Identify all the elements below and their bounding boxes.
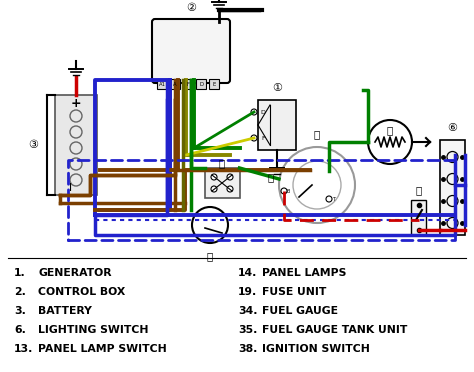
Text: D: D [199, 81, 203, 87]
Text: 1.: 1. [14, 268, 26, 278]
Text: ⑭: ⑭ [314, 129, 320, 139]
FancyBboxPatch shape [55, 95, 97, 195]
FancyBboxPatch shape [152, 19, 230, 83]
Text: 35.: 35. [238, 325, 257, 335]
Text: FUEL GAUGE TANK UNIT: FUEL GAUGE TANK UNIT [262, 325, 407, 335]
Circle shape [251, 135, 257, 141]
Text: 34.: 34. [238, 306, 257, 316]
FancyBboxPatch shape [157, 79, 167, 89]
Text: IGNITION SWITCH: IGNITION SWITCH [262, 344, 370, 354]
Text: ㉞: ㉞ [268, 172, 274, 182]
Text: A: A [173, 81, 177, 87]
FancyBboxPatch shape [209, 79, 219, 89]
Text: ②: ② [186, 3, 196, 13]
Text: ⑬: ⑬ [416, 185, 422, 195]
Text: 13.: 13. [14, 344, 33, 354]
FancyBboxPatch shape [258, 100, 296, 150]
Text: B: B [287, 189, 291, 193]
Circle shape [211, 174, 217, 180]
Text: ㉟: ㉟ [387, 125, 393, 135]
Text: F: F [186, 81, 190, 87]
Circle shape [326, 196, 332, 202]
Circle shape [227, 174, 233, 180]
Circle shape [251, 109, 257, 115]
Text: ⑥: ⑥ [447, 123, 457, 133]
Text: FUEL GAUGE: FUEL GAUGE [262, 306, 338, 316]
Text: A1: A1 [158, 81, 165, 87]
Text: CONTROL BOX: CONTROL BOX [38, 287, 125, 297]
Text: 3.: 3. [14, 306, 26, 316]
Text: BATTERY: BATTERY [38, 306, 92, 316]
Text: 2.: 2. [14, 287, 26, 297]
Text: ③: ③ [28, 140, 38, 150]
Text: E: E [212, 81, 216, 87]
Text: 19.: 19. [238, 287, 257, 297]
Text: +: + [71, 96, 82, 109]
Text: ㊳: ㊳ [207, 251, 213, 261]
Text: LIGHTING SWITCH: LIGHTING SWITCH [38, 325, 148, 335]
FancyBboxPatch shape [204, 168, 239, 198]
Text: 14.: 14. [238, 268, 257, 278]
FancyBboxPatch shape [411, 200, 427, 235]
FancyBboxPatch shape [170, 79, 180, 89]
Text: D: D [261, 109, 265, 115]
Text: GENERATOR: GENERATOR [38, 268, 111, 278]
Text: l: l [69, 183, 73, 193]
Text: PANEL LAMPS: PANEL LAMPS [262, 268, 346, 278]
Circle shape [227, 186, 233, 192]
Text: 6.: 6. [14, 325, 26, 335]
Text: ①: ① [272, 83, 282, 93]
Text: FUSE UNIT: FUSE UNIT [262, 287, 327, 297]
Text: ⑲: ⑲ [219, 158, 225, 168]
Circle shape [281, 188, 287, 194]
Text: PANEL LAMP SWITCH: PANEL LAMP SWITCH [38, 344, 167, 354]
FancyBboxPatch shape [183, 79, 193, 89]
Text: 38.: 38. [238, 344, 257, 354]
Text: F: F [261, 135, 265, 141]
FancyBboxPatch shape [196, 79, 206, 89]
Text: T: T [332, 196, 335, 202]
FancyBboxPatch shape [440, 140, 465, 235]
Circle shape [211, 186, 217, 192]
